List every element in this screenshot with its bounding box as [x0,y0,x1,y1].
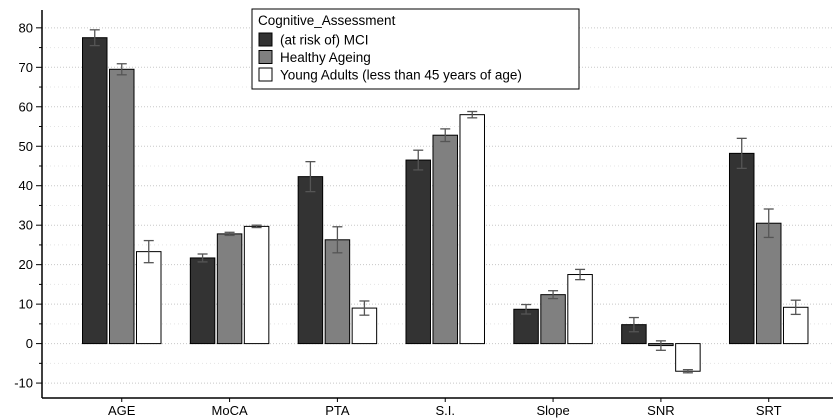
bar-age-series-1 [82,37,108,345]
legend: Cognitive_Assessment (at risk of) MCI Heal… [251,8,580,90]
y-tick-label: 70 [19,60,33,75]
bar-srt-series-2 [755,222,782,345]
legend-swatch-1 [258,32,273,47]
legend-title: Cognitive_Assessment [258,13,396,28]
bar-moca-series-3 [243,225,270,345]
bar-srt-series-1 [728,152,755,345]
x-tick-label: S.I. [435,403,455,418]
bar-age-series-2 [109,68,135,345]
y-tick-label: 30 [19,218,33,233]
bar-slope-series-2 [540,294,566,345]
x-tick-label: SRT [756,403,782,418]
bar-moca-series-1 [189,257,216,345]
bars [82,29,809,374]
x-tick-label: Slope [536,403,569,418]
y-tick-label: 0 [26,336,33,351]
x-tick-label: SNR [647,403,674,418]
y-tick-label: 80 [19,20,33,35]
legend-swatch-3 [258,67,273,82]
y-tick-label: -10 [14,376,33,391]
legend-box [251,8,580,90]
axes: -10 0 10 20 30 40 50 60 70 80 AGE MoCA PTA S.I. Slope S… [14,10,833,418]
bar-si-series-1 [405,159,431,345]
bar-si-series-3 [459,114,485,345]
bar-si-series-2 [432,134,458,345]
x-tick-label: MoCA [212,403,248,418]
legend-label-2: Healthy Ageing [280,50,371,65]
bar-pta-series-1 [297,176,324,345]
legend-label-1: (at risk of) MCI [280,33,369,48]
x-tick-label: AGE [108,403,136,418]
legend-label-3: Young Adults (less than 45 years of age) [280,68,522,83]
bar-snr-series-3 [675,343,701,372]
bar-pta-series-2 [324,239,351,345]
y-tick-label: 20 [19,257,33,272]
y-tick-label: 40 [19,178,33,193]
y-tick-label: 10 [19,297,33,312]
y-tick-label: 50 [19,139,33,154]
bar-slope-series-1 [513,308,539,345]
y-tick-label: 60 [19,99,33,114]
bar-moca-series-2 [216,233,243,345]
bar-age-series-3 [136,251,162,345]
legend-swatch-2 [258,50,273,64]
bar-slope-series-3 [567,274,593,345]
x-tick-label: PTA [325,403,350,418]
